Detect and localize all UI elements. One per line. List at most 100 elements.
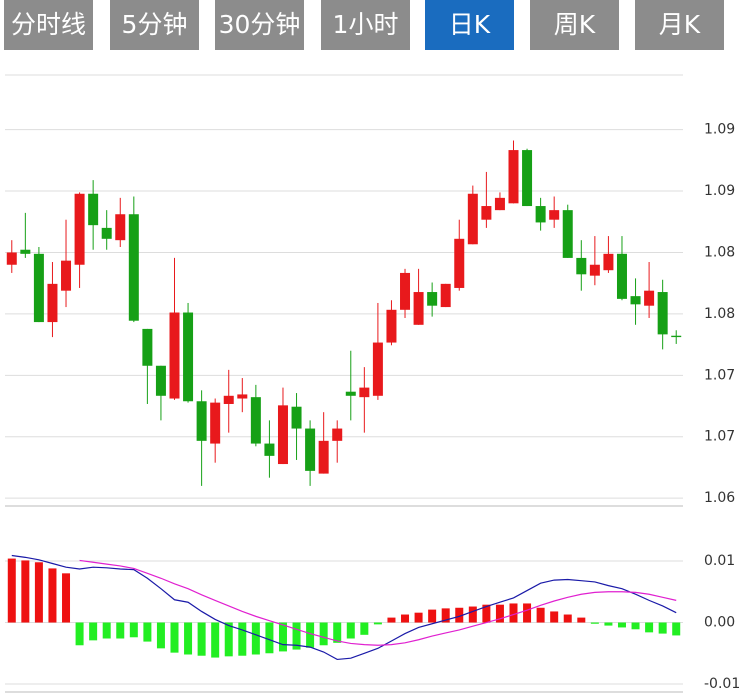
candle-body (183, 312, 194, 402)
macd-bar (455, 607, 464, 623)
candle-body (74, 193, 85, 265)
macd-bar (468, 606, 477, 623)
macd-bar (116, 622, 125, 639)
candle-body (332, 428, 343, 441)
candle-body (400, 272, 411, 310)
macd-bar (129, 622, 138, 638)
candle-body (630, 296, 641, 305)
candle-body (372, 342, 383, 396)
candle-body (210, 402, 221, 444)
macd-line (11, 554, 677, 661)
macd-bar (577, 617, 586, 623)
candle-body (562, 210, 573, 258)
macd-bar (604, 622, 613, 626)
macd-bar (550, 611, 559, 623)
macd-bar (645, 622, 654, 633)
macd-bar (536, 607, 545, 623)
candle-body (413, 292, 424, 325)
tab[interactable]: 1小时 (321, 0, 410, 50)
candle-body (101, 227, 112, 239)
candle-body (386, 309, 397, 343)
macd-bar (21, 560, 30, 623)
candle-body (535, 206, 546, 223)
macd-bar (34, 562, 43, 623)
macd-bar (7, 558, 16, 623)
candle-body (61, 260, 72, 291)
candle-body (549, 210, 560, 220)
macd-bar (617, 622, 626, 628)
tab[interactable]: 5分钟 (110, 0, 199, 50)
candle-body (237, 394, 248, 399)
candle-body (196, 401, 207, 441)
macd-bar (658, 622, 667, 634)
candle-body (169, 312, 180, 399)
macd-bar (401, 614, 410, 623)
macd-bar (251, 622, 260, 655)
macd-bar (495, 604, 504, 623)
tab[interactable]: 分时线 (4, 0, 93, 50)
macd-bar (184, 622, 193, 655)
tab[interactable]: 月K (635, 0, 724, 50)
y-tick-label: 0.01 (704, 553, 735, 569)
candle-body (128, 214, 139, 321)
candle-body (6, 252, 17, 265)
candle-body (47, 283, 58, 323)
candle-body (494, 197, 505, 211)
candle-body (576, 257, 587, 275)
candle-body (467, 193, 478, 245)
macd-bar (509, 603, 518, 623)
macd-bar (265, 622, 274, 654)
macd-bar (360, 622, 369, 635)
tab[interactable]: 周K (530, 0, 619, 50)
macd-bar (278, 622, 287, 652)
macd-bar (197, 622, 206, 656)
macd-bar (590, 622, 599, 624)
macd-bar (211, 622, 220, 658)
y-tick-label: 1.07 (704, 367, 735, 383)
macd-bar (62, 573, 71, 623)
candle-body (481, 206, 492, 220)
macd-bar (102, 622, 111, 639)
candle-body (115, 214, 126, 241)
candle-body (522, 150, 533, 207)
candle-body (264, 443, 275, 456)
macd-bar (238, 622, 247, 656)
macd-bar (89, 622, 98, 641)
candle-body (644, 290, 655, 306)
macd-bar (156, 622, 165, 649)
candle-body (318, 440, 329, 474)
y-tick-label: 1.06 (704, 490, 735, 506)
macd-bar (373, 622, 382, 625)
macd-bar (672, 622, 681, 636)
candle-body (345, 391, 356, 396)
candle-body (250, 397, 261, 444)
macd-bar (346, 622, 355, 639)
macd-bar (75, 622, 84, 646)
candle-body (359, 387, 370, 398)
candle-body (427, 292, 438, 306)
y-tick-label: 1.07 (704, 429, 735, 445)
macd-bar (48, 568, 57, 623)
y-tick-label: 1.08 (704, 306, 735, 322)
y-tick-label: 1.08 (704, 244, 735, 260)
candle-body (88, 193, 99, 226)
macd-bar (170, 622, 179, 653)
candle-body (277, 405, 288, 465)
candle-body (657, 292, 668, 335)
macd-bar (441, 608, 450, 623)
y-tick-label: -0.01 (704, 676, 740, 692)
macd-bar (387, 617, 396, 623)
macd-bar (333, 622, 342, 643)
candle-body (291, 406, 302, 429)
macd-bar (224, 622, 233, 657)
candle-body (142, 328, 153, 366)
candle-body (33, 253, 44, 323)
candle-body (223, 395, 234, 404)
tab[interactable]: 30分钟 (215, 0, 304, 50)
tab[interactable]: 日K (425, 0, 514, 50)
candle-body (305, 428, 316, 471)
candle-body (616, 253, 627, 299)
macd-bar (428, 609, 437, 623)
